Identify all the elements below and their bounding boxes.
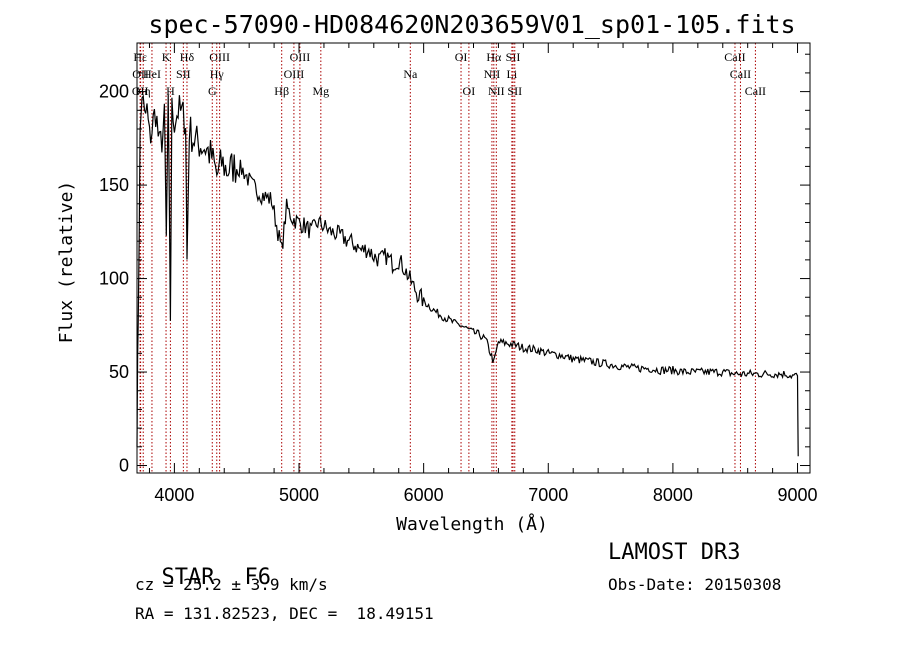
spectral-line-label: OIII xyxy=(290,50,311,64)
y-tick-label: 50 xyxy=(109,362,129,382)
spectral-line-label: CaII xyxy=(730,67,751,81)
spectral-line-label: OII xyxy=(132,67,149,81)
spectral-line-label: Hβ xyxy=(274,84,289,98)
y-tick-label: 0 xyxy=(119,456,129,476)
spectral-line-label: CaII xyxy=(724,50,745,64)
y-axis: 0 50 100 150 200 xyxy=(99,53,810,476)
x-tick-label: 6000 xyxy=(404,485,444,505)
spectral-line-label: Hγ xyxy=(210,67,225,81)
spectral-line-label: SII xyxy=(176,67,191,81)
class-label: STAR xyxy=(161,565,215,590)
x-tick-label: 8000 xyxy=(653,485,693,505)
x-axis: 4000 5000 6000 7000 8000 9000 xyxy=(148,43,818,505)
spectral-line-label: Li xyxy=(507,67,518,81)
spectral-line-label: SII xyxy=(506,50,521,64)
spectral-line-markers: HεOIIOIIHηHeIKHSIIHδOIIIHγGHβOIIIOIIIMgN… xyxy=(132,43,766,473)
chart-title: spec-57090-HD084620N203659V01_sp01-105.f… xyxy=(148,10,795,39)
spectral-line-label: OIII xyxy=(284,67,305,81)
x-axis-label: Wavelength (Å) xyxy=(396,513,548,535)
spectral-line-label: SII xyxy=(507,84,522,98)
spectral-line-label: CaII xyxy=(745,84,766,98)
y-tick-label: 100 xyxy=(99,269,129,289)
survey-label: LAMOST DR3 xyxy=(608,540,741,565)
obs-date-label: Obs-Date: 20150308 xyxy=(608,575,782,594)
coordinates-label: RA = 131.82523, DEC = 18.49151 xyxy=(135,604,434,623)
y-axis-label: Flux (relative) xyxy=(56,181,77,344)
spectral-line-label: OI xyxy=(455,50,468,64)
y-tick-label: 200 xyxy=(99,82,129,102)
redshift-label: cz = 25.2 ± 3.9 km/s xyxy=(135,575,328,594)
spectral-line-label: Hη xyxy=(136,84,151,98)
x-tick-label: 9000 xyxy=(778,485,818,505)
spectrum-line xyxy=(136,94,799,457)
spectral-line-label: HeI xyxy=(143,67,161,81)
x-tick-label: 5000 xyxy=(279,485,319,505)
plot-frame xyxy=(136,42,811,474)
spectral-line-label: OIII xyxy=(209,50,230,64)
spectral-line-label: NII xyxy=(484,67,501,81)
x-tick-label: 7000 xyxy=(528,485,568,505)
y-tick-label: 150 xyxy=(99,175,129,195)
spectral-line-label: OII xyxy=(132,84,149,98)
spectral-line-label: Hα xyxy=(486,50,502,64)
object-class: STAR F6 xyxy=(135,540,271,590)
spectral-line-label: OI xyxy=(463,84,476,98)
spectral-line-label: Mg xyxy=(312,84,329,98)
spectral-line-label: Hδ xyxy=(180,50,195,64)
spectral-line-label: G xyxy=(208,84,217,98)
spectral-line-label: Na xyxy=(403,67,418,81)
spectral-line-label: K xyxy=(162,50,171,64)
spectral-line-label: NII xyxy=(488,84,505,98)
subclass-label: F6 xyxy=(244,565,271,590)
x-tick-label: 4000 xyxy=(154,485,194,505)
spectral-line-label: H xyxy=(166,84,175,98)
